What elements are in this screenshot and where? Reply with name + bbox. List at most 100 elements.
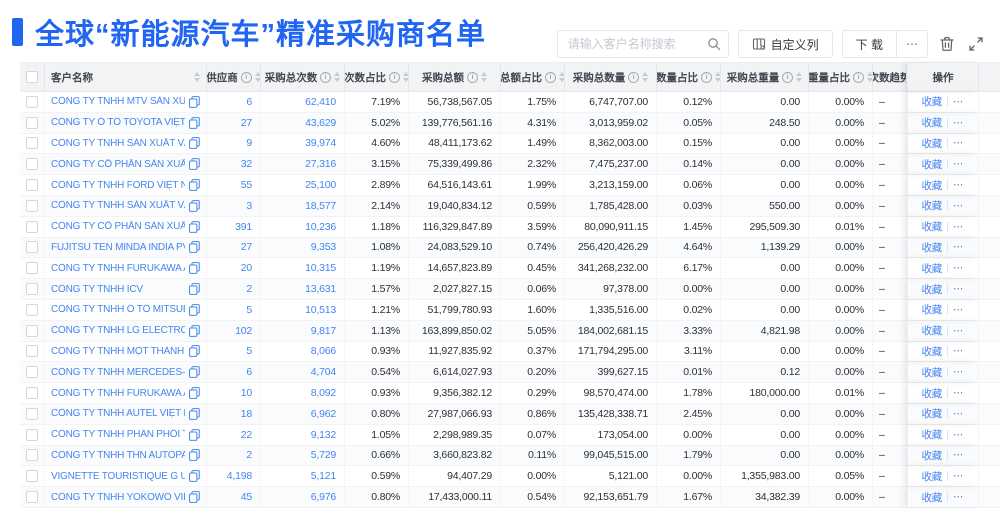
sort-caret-icon[interactable] bbox=[867, 72, 872, 82]
copy-icon[interactable] bbox=[185, 199, 200, 212]
sort-caret-icon[interactable] bbox=[715, 72, 720, 82]
expand-icon[interactable] bbox=[966, 34, 986, 54]
copy-icon[interactable] bbox=[185, 345, 200, 358]
row-more-button[interactable]: ⋯ bbox=[953, 95, 965, 108]
copy-icon[interactable] bbox=[185, 407, 200, 420]
copy-icon[interactable] bbox=[185, 366, 200, 379]
header-cell-amount_pct[interactable]: 总额占比 bbox=[501, 63, 565, 91]
copy-icon[interactable] bbox=[185, 324, 200, 337]
sort-caret-icon[interactable] bbox=[334, 72, 341, 82]
info-icon[interactable] bbox=[240, 71, 252, 83]
row-checkbox[interactable] bbox=[26, 137, 38, 150]
copy-icon[interactable] bbox=[185, 137, 200, 150]
copy-icon[interactable] bbox=[185, 95, 200, 108]
download-more-button[interactable]: ⋯ bbox=[897, 30, 928, 58]
customer-name-link[interactable]: VIGNETTE TOURISTIQUE G UNI... bbox=[51, 470, 185, 482]
favorite-button[interactable]: 收藏 bbox=[921, 262, 943, 275]
favorite-button[interactable]: 收藏 bbox=[921, 366, 943, 379]
row-checkbox[interactable] bbox=[26, 407, 38, 420]
info-icon[interactable] bbox=[545, 71, 556, 83]
copy-icon[interactable] bbox=[185, 220, 200, 233]
row-checkbox[interactable] bbox=[26, 241, 38, 254]
customer-name-link[interactable]: CÔNG TY TNHH SẢN XUẤT VÀ ... bbox=[51, 137, 185, 149]
customer-name-link[interactable]: CÔNG TY TNHH SẢN XUẤT VÀ ... bbox=[51, 200, 185, 212]
trash-icon[interactable] bbox=[937, 34, 957, 54]
favorite-button[interactable]: 收藏 bbox=[921, 325, 943, 338]
sort-caret-icon[interactable] bbox=[403, 72, 408, 82]
header-cell-name[interactable]: 客户名称 bbox=[45, 63, 207, 91]
row-more-button[interactable]: ⋯ bbox=[953, 366, 965, 379]
sort-caret-icon[interactable] bbox=[194, 72, 200, 82]
customer-name-link[interactable]: CÔNG TY TNHH FURUKAWA A... bbox=[51, 387, 185, 399]
favorite-button[interactable]: 收藏 bbox=[921, 408, 943, 421]
row-checkbox[interactable] bbox=[26, 220, 38, 233]
row-more-button[interactable]: ⋯ bbox=[953, 387, 965, 400]
row-more-button[interactable]: ⋯ bbox=[953, 470, 965, 483]
info-icon[interactable] bbox=[701, 71, 712, 83]
copy-icon[interactable] bbox=[185, 179, 200, 191]
info-icon[interactable] bbox=[389, 71, 400, 83]
copy-icon[interactable] bbox=[185, 116, 200, 129]
row-checkbox[interactable] bbox=[26, 116, 38, 129]
row-more-button[interactable]: ⋯ bbox=[953, 179, 965, 192]
row-checkbox[interactable] bbox=[26, 283, 38, 296]
search-icon[interactable] bbox=[707, 37, 721, 51]
row-more-button[interactable]: ⋯ bbox=[953, 345, 965, 358]
favorite-button[interactable]: 收藏 bbox=[921, 304, 943, 317]
row-more-button[interactable]: ⋯ bbox=[953, 303, 965, 316]
search-input[interactable] bbox=[556, 30, 729, 58]
copy-icon[interactable] bbox=[185, 428, 200, 441]
row-checkbox[interactable] bbox=[26, 366, 38, 379]
download-button[interactable]: 下 载 bbox=[841, 30, 897, 58]
row-checkbox[interactable] bbox=[26, 345, 38, 358]
row-checkbox[interactable] bbox=[26, 470, 38, 483]
row-more-button[interactable]: ⋯ bbox=[953, 137, 965, 150]
row-more-button[interactable]: ⋯ bbox=[953, 491, 965, 504]
favorite-button[interactable]: 收藏 bbox=[921, 283, 943, 296]
header-cell-select[interactable] bbox=[20, 63, 45, 91]
row-checkbox[interactable] bbox=[26, 449, 38, 462]
row-checkbox[interactable] bbox=[26, 324, 38, 337]
row-more-button[interactable]: ⋯ bbox=[953, 324, 965, 337]
customize-columns-button[interactable]: 自定义列 bbox=[737, 30, 833, 58]
customer-name-link[interactable]: CÔNG TY TNHH YOKOWO VIỆT... bbox=[51, 491, 185, 503]
customer-name-link[interactable]: CÔNG TY TNHH ICV bbox=[51, 283, 143, 295]
header-cell-quantity_pct[interactable]: 数量占比 bbox=[657, 63, 721, 91]
info-icon[interactable] bbox=[320, 71, 332, 83]
favorite-button[interactable]: 收藏 bbox=[921, 470, 943, 483]
customer-name-link[interactable]: CÔNG TY CỔ PHẦN SẢN XUẤT... bbox=[51, 221, 185, 233]
info-icon[interactable] bbox=[467, 71, 478, 83]
header-cell-quantity[interactable]: 采购总数量 bbox=[565, 63, 657, 91]
customer-name-link[interactable]: CÔNG TY TNHH PHÂN PHỐI T... bbox=[51, 429, 185, 441]
favorite-button[interactable]: 收藏 bbox=[921, 387, 943, 400]
customer-name-link[interactable]: CÔNG TY TNHH THN AUTOPAR... bbox=[51, 449, 185, 461]
customer-name-link[interactable]: CÔNG TY TNHH AUTEL VIỆT N... bbox=[51, 408, 185, 420]
info-icon[interactable] bbox=[853, 71, 864, 83]
favorite-button[interactable]: 收藏 bbox=[921, 241, 943, 254]
row-checkbox[interactable] bbox=[26, 179, 38, 192]
row-checkbox[interactable] bbox=[26, 199, 38, 212]
favorite-button[interactable]: 收藏 bbox=[921, 429, 943, 442]
row-more-button[interactable]: ⋯ bbox=[953, 262, 965, 275]
favorite-button[interactable]: 收藏 bbox=[921, 221, 943, 234]
favorite-button[interactable]: 收藏 bbox=[921, 491, 943, 504]
row-checkbox[interactable] bbox=[26, 387, 38, 400]
row-more-button[interactable]: ⋯ bbox=[953, 283, 965, 296]
copy-icon[interactable] bbox=[185, 158, 200, 171]
favorite-button[interactable]: 收藏 bbox=[921, 117, 943, 130]
row-checkbox[interactable] bbox=[26, 428, 38, 441]
row-more-button[interactable]: ⋯ bbox=[953, 428, 965, 441]
favorite-button[interactable]: 收藏 bbox=[921, 449, 943, 462]
header-cell-amount[interactable]: 采购总额 bbox=[409, 63, 501, 91]
customer-name-link[interactable]: CÔNG TY TNHH FORD VIỆT NAM bbox=[51, 179, 185, 191]
customer-name-link[interactable]: CÔNG TY TNHH MTV SẢN XUẤ... bbox=[51, 96, 185, 108]
sort-caret-icon[interactable] bbox=[642, 72, 649, 82]
copy-icon[interactable] bbox=[185, 262, 200, 275]
customer-name-link[interactable]: CÔNG TY CỔ PHẦN SẢN XUẤT... bbox=[51, 158, 185, 170]
sort-caret-icon[interactable] bbox=[254, 72, 260, 82]
customer-name-link[interactable]: CÔNG TY Ô TÔ TOYOTA VIỆT ... bbox=[51, 117, 185, 129]
header-cell-count_pct[interactable]: 次数占比 bbox=[345, 63, 409, 91]
copy-icon[interactable] bbox=[185, 470, 200, 483]
customer-name-link[interactable]: CÔNG TY TNHH LG ELECTRON... bbox=[51, 325, 185, 337]
favorite-button[interactable]: 收藏 bbox=[921, 137, 943, 150]
